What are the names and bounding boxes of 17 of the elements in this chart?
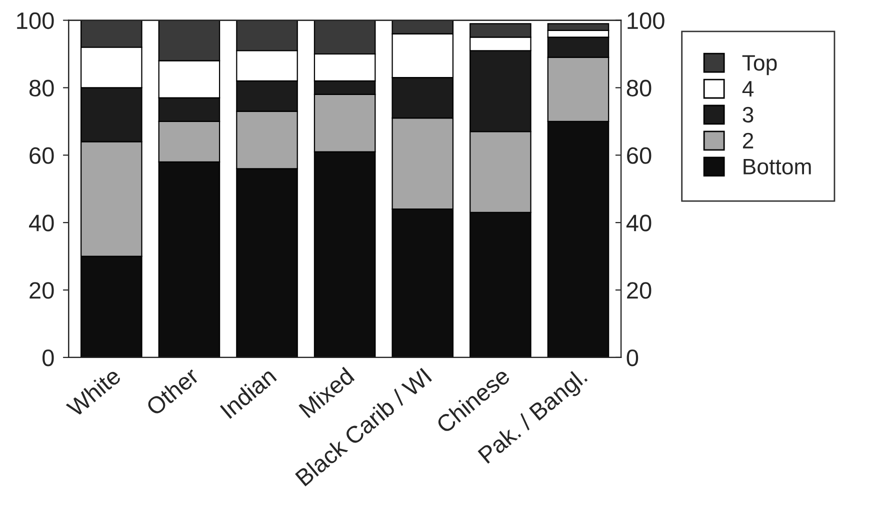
y-tick-label: 0 xyxy=(42,350,54,366)
legend-label: 3 xyxy=(742,106,754,123)
y2-tick-label: 0 xyxy=(626,350,638,366)
legend-label: 4 xyxy=(742,81,754,96)
y-tick-label: 100 xyxy=(17,12,54,30)
y-tick-label: 80 xyxy=(29,80,54,96)
y2-tick-label: 40 xyxy=(626,214,652,232)
y-tick-label: 40 xyxy=(29,214,54,232)
legend-label: Bottom xyxy=(744,158,811,174)
y2-tick-label: 20 xyxy=(627,282,652,299)
y2-tick-label: 60 xyxy=(627,147,652,164)
legend-label: 2 xyxy=(742,132,754,148)
legend-label: Top xyxy=(742,55,777,76)
y-tick-label: 60 xyxy=(30,147,54,164)
y2-tick-label: 80 xyxy=(626,80,652,96)
y2-tick-label: 100 xyxy=(628,12,664,30)
y-tick-label: 20 xyxy=(30,282,54,299)
